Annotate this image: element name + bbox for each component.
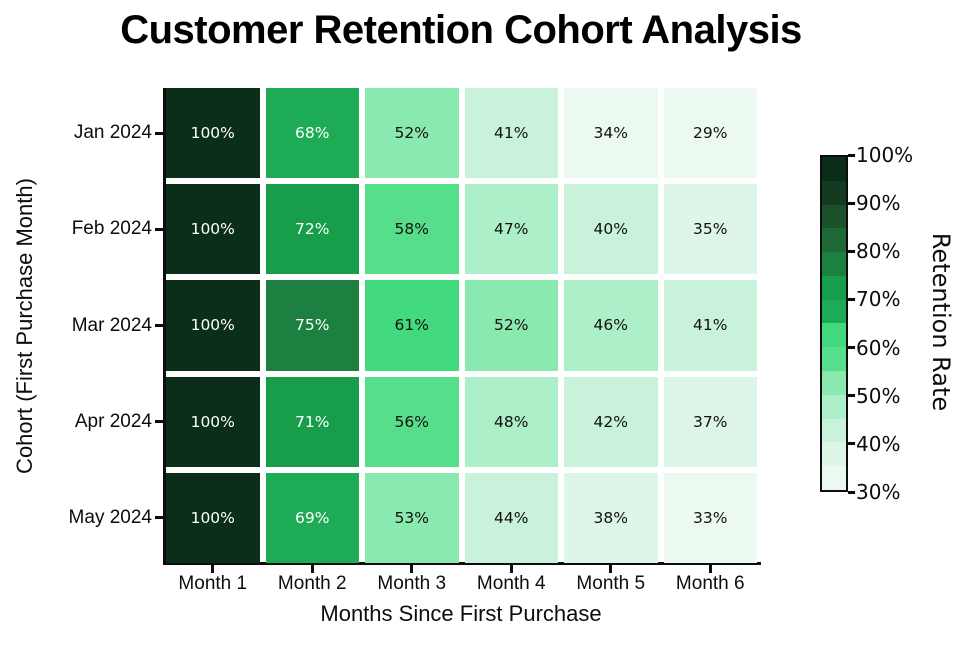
heatmap-cell: 34%: [564, 88, 658, 179]
colorbar-band: [822, 394, 846, 419]
colorbar-band: [822, 442, 846, 467]
colorbar-tick-mark: [848, 490, 855, 494]
heatmap-cell: 37%: [663, 376, 757, 467]
heatmap-cell: 61%: [365, 280, 459, 371]
colorbar-band: [822, 323, 846, 348]
y-tick-label: Feb 2024: [71, 218, 152, 240]
x-axis-title: Months Since First Purchase: [320, 601, 602, 626]
heatmap-cell: 52%: [365, 88, 459, 179]
heatmap-cell: 72%: [265, 184, 359, 275]
heatmap-cell: 100%: [166, 88, 260, 179]
colorbar-band: [822, 204, 846, 229]
colorbar-band: [822, 466, 846, 490]
heatmap-cell: 35%: [663, 184, 757, 275]
x-tick-mark: [708, 565, 712, 573]
y-tick-mark: [155, 227, 163, 231]
colorbar: [820, 155, 848, 492]
heatmap-cell: 52%: [464, 280, 558, 371]
x-tick-label: Month 4: [476, 573, 546, 594]
heatmap-cell: 38%: [564, 472, 658, 563]
chart-title: Customer Retention Cohort Analysis: [120, 8, 802, 52]
heatmap-cell: 33%: [663, 472, 757, 563]
heatmap-cell: 41%: [663, 280, 757, 371]
heatmap-cell: 46%: [564, 280, 658, 371]
heatmap-cell: 47%: [464, 184, 558, 275]
heatmap-cell: 44%: [464, 472, 558, 563]
colorbar-band: [822, 275, 846, 300]
y-tick-mark: [155, 131, 163, 135]
y-tick-label: Apr 2024: [74, 410, 152, 432]
y-tick-mark: [155, 324, 163, 327]
y-axis-spine: [163, 88, 166, 565]
colorbar-tick-mark: [848, 297, 855, 301]
heatmap-cell: 40%: [564, 184, 658, 275]
colorbar-tick-label: 90%: [856, 191, 901, 216]
heatmap-cell: 56%: [365, 376, 459, 467]
x-tick-mark: [310, 565, 314, 573]
colorbar-tick-mark: [848, 201, 855, 205]
colorbar-band: [822, 418, 846, 443]
heatmap-cell: 100%: [166, 472, 260, 563]
colorbar-tick-label: 100%: [856, 143, 914, 167]
x-tick-label: Month 2: [277, 573, 347, 594]
heatmap-cell: 48%: [464, 376, 558, 467]
colorbar-band: [822, 347, 846, 372]
colorbar-tick-mark: [848, 346, 855, 350]
x-tick-mark: [609, 565, 613, 573]
colorbar-band: [822, 228, 846, 253]
y-tick-mark: [155, 420, 163, 424]
x-tick-mark: [410, 565, 414, 573]
heatmap-cell: 71%: [265, 376, 359, 467]
colorbar-band: [822, 157, 846, 181]
colorbar-title: Retention Rate: [927, 232, 955, 412]
y-tick-label: Mar 2024: [71, 314, 152, 336]
heatmap-cell: 29%: [663, 88, 757, 179]
heatmap-cell: 41%: [464, 88, 558, 179]
y-tick-label: Jan 2024: [73, 122, 152, 144]
x-tick-label: Month 6: [675, 573, 745, 594]
colorbar-tick-label: 60%: [856, 335, 901, 360]
colorbar-band: [822, 180, 846, 205]
colorbar-tick-mark: [848, 249, 855, 253]
heatmap-cell: 69%: [265, 472, 359, 563]
colorbar-tick-mark: [848, 442, 855, 446]
heatmap-cell: 100%: [166, 280, 260, 371]
colorbar-band: [822, 299, 846, 324]
x-tick-mark: [509, 565, 513, 573]
x-tick-label: Month 5: [576, 573, 646, 594]
colorbar-tick-label: 70%: [856, 287, 901, 312]
colorbar-tick-label: 30%: [856, 480, 901, 504]
heatmap-cell: 53%: [365, 472, 459, 563]
y-tick-mark: [155, 516, 163, 520]
heatmap-cell: 42%: [564, 376, 658, 467]
colorbar-band: [822, 371, 846, 395]
heatmap-cell: 100%: [166, 184, 260, 275]
colorbar-tick-label: 50%: [856, 383, 901, 408]
x-tick-label: Month 3: [377, 573, 447, 594]
y-axis-title: Cohort (First Purchase Month): [12, 178, 37, 474]
colorbar-tick-label: 80%: [856, 239, 901, 264]
x-axis-spine: [163, 562, 761, 565]
heatmap-cell: 75%: [265, 280, 359, 371]
heatmap-cell: 100%: [166, 376, 260, 467]
colorbar-band: [822, 252, 846, 276]
heatmap-grid: 100% 68% 52% 41% 34% 29% 100% 72% 58% 47% 40% 35% 10…: [166, 88, 757, 563]
colorbar-tick-mark: [848, 394, 855, 398]
y-tick-label: May 2024: [68, 506, 152, 528]
heatmap-cell: 58%: [365, 184, 459, 275]
colorbar-tick-label: 40%: [856, 431, 901, 456]
heatmap-cell: 68%: [265, 88, 359, 179]
colorbar-tick-mark: [848, 153, 855, 157]
x-tick-label: Month 1: [178, 573, 248, 594]
x-tick-mark: [211, 565, 215, 573]
